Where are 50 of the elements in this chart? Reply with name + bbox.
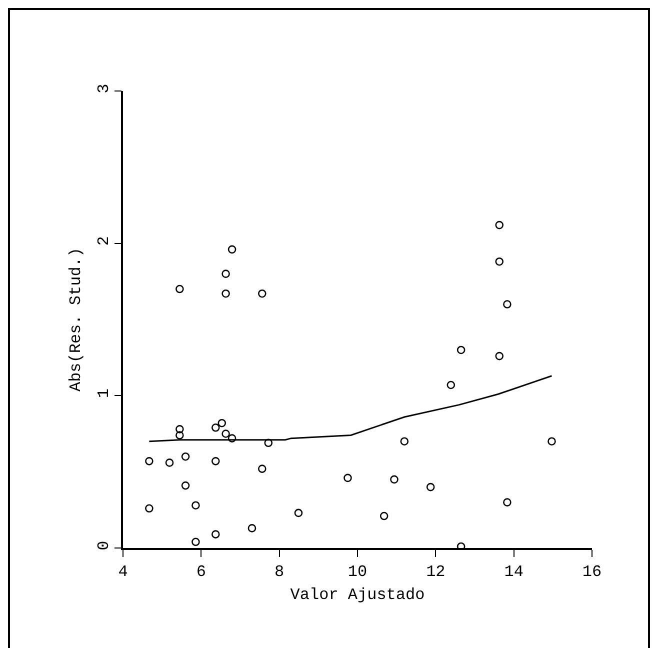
point: [228, 245, 236, 254]
x-tick-label: 8: [274, 562, 284, 581]
point: [456, 346, 466, 354]
point: [390, 475, 398, 484]
point: [211, 530, 220, 538]
x-tick-label: 14: [504, 562, 524, 581]
point: [192, 538, 200, 546]
point: [264, 438, 273, 448]
point: [222, 270, 230, 278]
y-tick-label: 1: [94, 388, 113, 398]
point: [446, 380, 456, 390]
point: [344, 474, 352, 482]
point: [192, 501, 200, 510]
x-tick-label: 12: [426, 562, 446, 581]
point: [222, 430, 230, 438]
point: [258, 464, 266, 473]
x-axis-title: Valor Ajustado: [290, 586, 425, 604]
point: [503, 300, 512, 308]
point: [495, 352, 504, 360]
point: [211, 424, 220, 432]
point: [548, 437, 556, 446]
point: [228, 434, 236, 442]
x-tick-label: 10: [348, 562, 368, 581]
y-tick-label: 0: [94, 540, 113, 550]
y-axis-title: Abs(Res. Stud.): [67, 247, 86, 392]
point: [181, 452, 190, 461]
point: [145, 457, 154, 466]
point: [258, 289, 266, 298]
point: [495, 220, 504, 230]
point: [211, 457, 220, 466]
point: [503, 498, 512, 506]
x-tick-label: 4: [118, 562, 128, 581]
point: [400, 437, 409, 446]
point: [176, 284, 184, 294]
point: [222, 289, 230, 298]
y-tick-label: 2: [94, 236, 113, 246]
point: [176, 425, 184, 434]
y-tick-label: 3: [94, 84, 113, 94]
point: [294, 508, 303, 518]
point: [495, 257, 504, 266]
point: [426, 482, 435, 492]
x-tick-label: 16: [582, 562, 602, 581]
point: [181, 481, 190, 490]
point: [218, 418, 226, 428]
point: [176, 431, 184, 440]
x-tick-label: 6: [196, 562, 206, 581]
point: [248, 524, 256, 532]
point: [165, 458, 174, 467]
point: [380, 512, 388, 520]
point: [145, 504, 154, 513]
